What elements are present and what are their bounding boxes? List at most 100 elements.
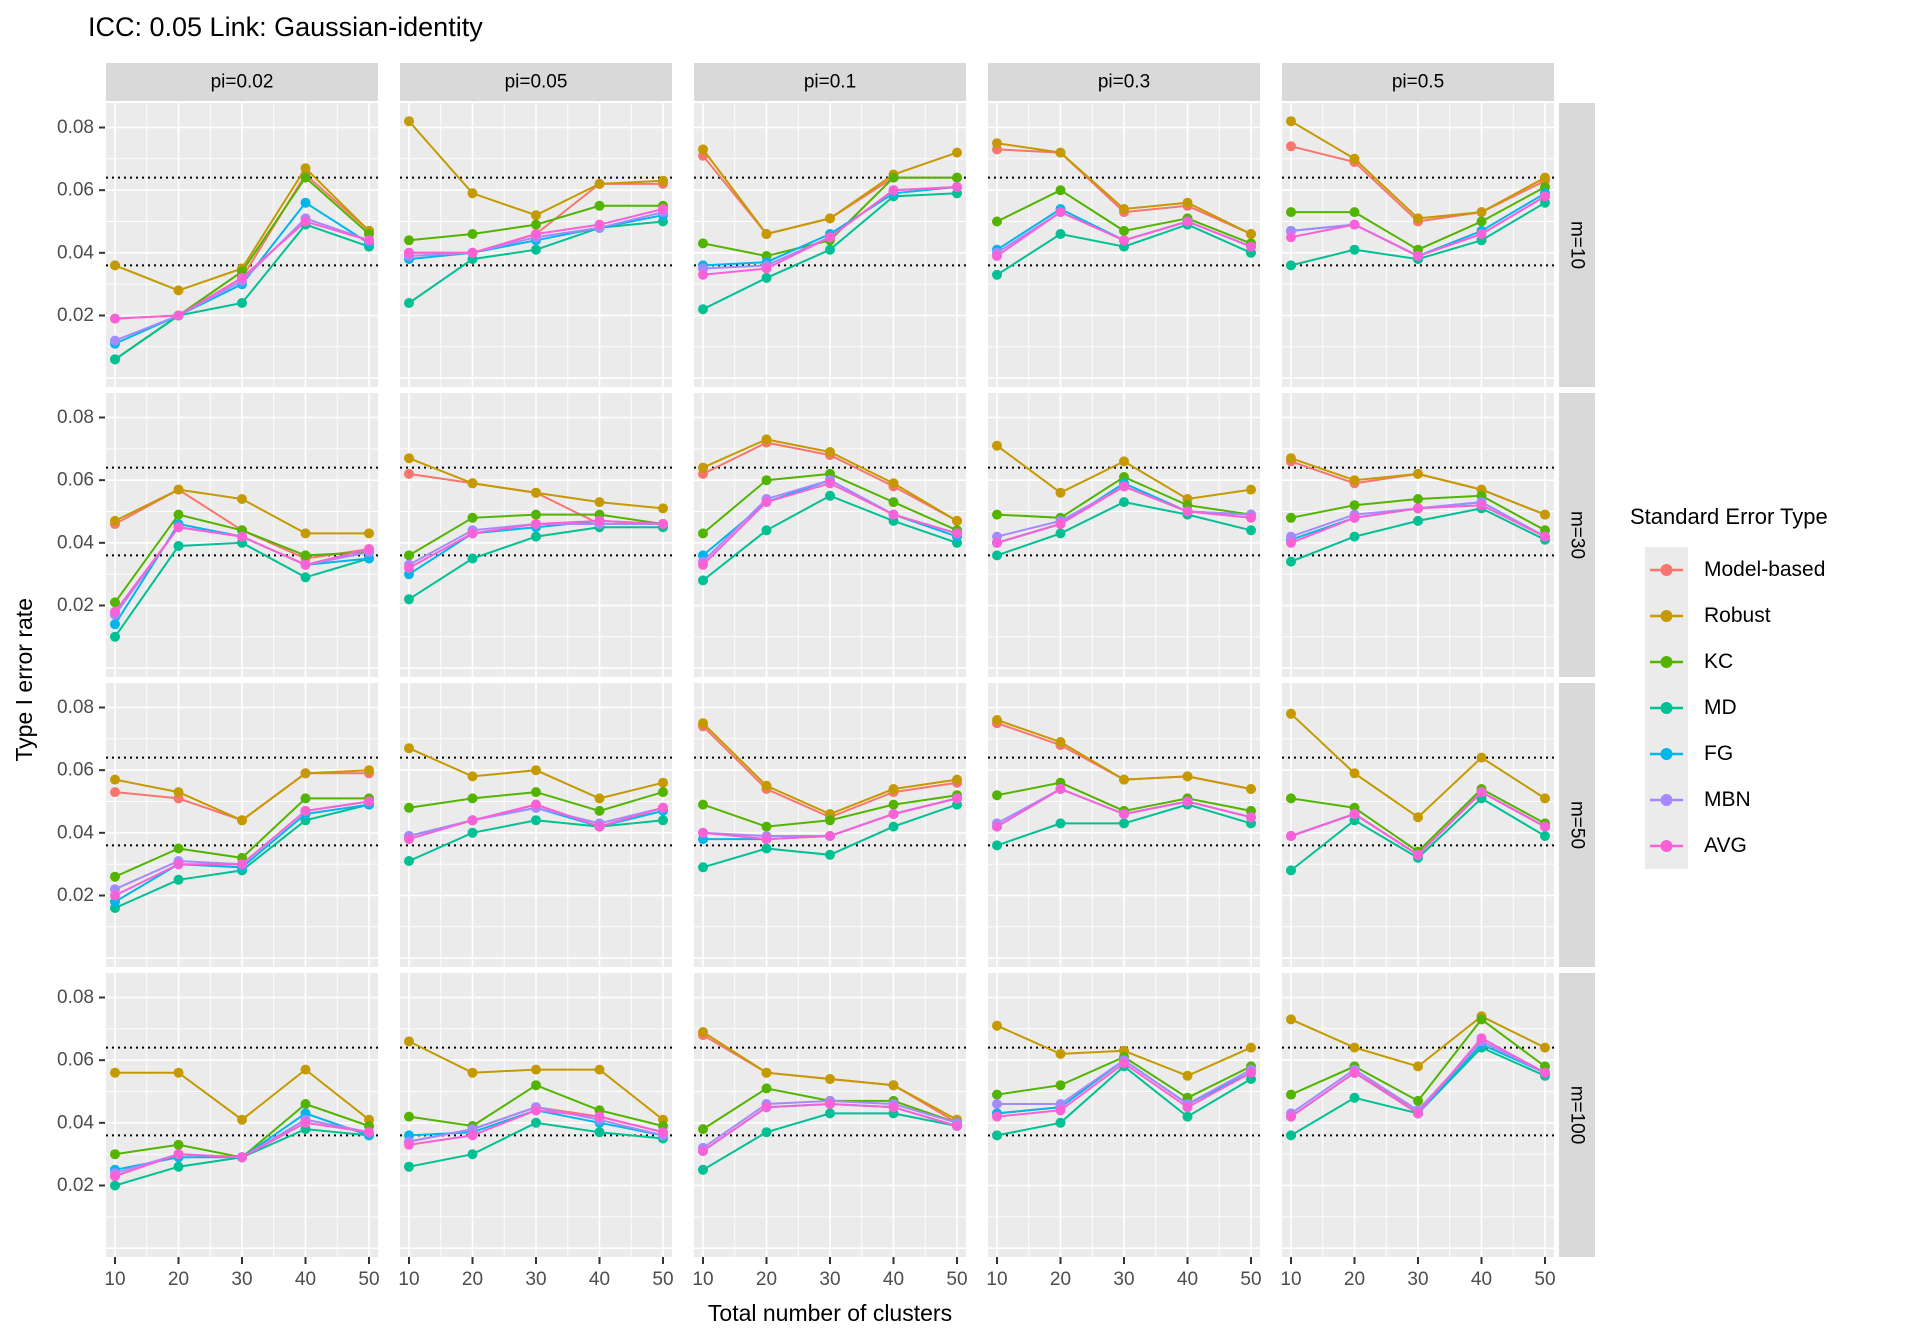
series-point-Robust [110,260,120,271]
series-point-AVG [1246,512,1256,523]
panel-pi=0.02-m=50 [106,683,378,967]
series-point-AVG [364,796,374,807]
series-point-AVG [1413,503,1423,514]
series-point-Robust [1286,116,1296,127]
series-point-AVG [404,247,414,258]
series-point-AVG [1182,216,1193,227]
col-strip: pi=0.5 [1282,63,1554,101]
panel-pi=0.5-m=30 [1282,393,1554,677]
x-tick-label: 40 [1471,1269,1492,1290]
series-point-AVG [300,1117,311,1128]
series-point-Robust [761,1067,772,1078]
series-point-Robust [300,528,311,539]
series-point-KC [531,1080,541,1091]
x-tick-label: 20 [462,1269,483,1290]
series-point-Robust [992,1020,1002,1031]
series-point-AVG [404,562,414,573]
series-point-MD [992,269,1002,280]
series-point-Robust [1055,737,1066,747]
series-point-MD [1540,831,1550,841]
series-point-MD [173,541,184,551]
series-point-AVG [698,559,708,570]
series-point-Robust [531,765,541,776]
series-point-MD [594,1127,605,1138]
series-point-KC [300,793,311,804]
series-point-AVG [364,235,374,246]
series-point-MD [1349,244,1360,255]
series-point-KC [110,597,120,608]
series-point-AVG [467,528,478,539]
series-point-AVG [658,519,668,529]
series-point-Robust [237,815,247,826]
y-tick-label: 0.08 [57,117,94,138]
series-point-MD [531,244,541,255]
legend-item-FG: FG [1645,731,1828,777]
panel-pi=0.05-m=100 [400,973,672,1257]
row-strip-bg [1559,393,1595,677]
series-point-MD [761,272,772,283]
series-point-MD [1055,528,1066,539]
series-point-Robust [594,1064,605,1075]
series-point-AVG [1476,1033,1487,1044]
series-point-MD [698,1164,708,1175]
series-point-AVG [237,859,247,870]
series-point-MD [1182,1111,1193,1122]
series-point-MD [1286,556,1296,567]
series-point-AVG [594,515,605,526]
series-point-MD [1286,1130,1296,1141]
series-point-Robust [594,178,605,189]
panel-pi=0.1-m=100 [694,973,966,1257]
series-point-AVG [1540,531,1550,542]
series-point-Robust [173,787,184,798]
series-point-KC [594,805,605,816]
series-point-AVG [952,528,962,539]
series-point-AVG [1540,1067,1550,1078]
x-tick-label: 50 [652,1269,673,1290]
series-point-AVG [1413,849,1423,860]
series-point-AVG [1540,821,1550,832]
row-strip: m=30 [1559,393,1595,677]
series-point-MD [761,843,772,854]
series-point-KC [300,1099,311,1109]
series-point-AVG [110,606,120,617]
legend-key-point [1660,702,1673,714]
series-point-Robust [1476,207,1487,218]
series-point-Robust [952,774,962,785]
series-point-AVG [992,821,1002,832]
x-tick-label: 40 [1177,1269,1198,1290]
series-point-Robust [1540,1042,1550,1053]
series-point-AVG [888,1102,899,1113]
series-point-AVG [173,522,184,533]
series-point-AVG [173,859,184,870]
series-point-AVG [467,815,478,826]
series-point-AVG [1119,481,1129,492]
legend-key-MBN [1645,777,1688,823]
legend-key-MD [1645,685,1688,731]
series-point-Robust [992,138,1002,149]
series-point-MD [531,1117,541,1128]
series-point-MD [173,874,184,885]
series-point-Robust [404,1036,414,1047]
legend-label: MBN [1704,788,1751,811]
legend-label: KC [1704,650,1734,673]
series-point-AVG [364,544,374,555]
col-strip: pi=0.05 [400,63,672,101]
panel-pi=0.02-m=30 [106,393,378,677]
legend-key-point [1660,748,1673,760]
series-point-Robust [110,774,120,785]
series-point-KC [761,1083,772,1094]
panel-pi=0.05-m=10 [400,103,672,387]
series-point-MD [300,572,311,583]
legend-key-FG [1645,731,1688,777]
col-strip-label: pi=0.02 [211,72,274,93]
y-tick-label: 0.02 [57,305,94,326]
series-point-AVG [404,1139,414,1150]
series-point-AVG [698,827,708,838]
series-point-Robust [173,285,184,296]
series-point-Robust [952,515,962,526]
series-point-MD [404,856,414,866]
series-point-MD [992,840,1002,851]
series-point-Robust [761,780,772,791]
series-point-AVG [952,793,962,804]
series-point-AVG [1286,232,1296,243]
